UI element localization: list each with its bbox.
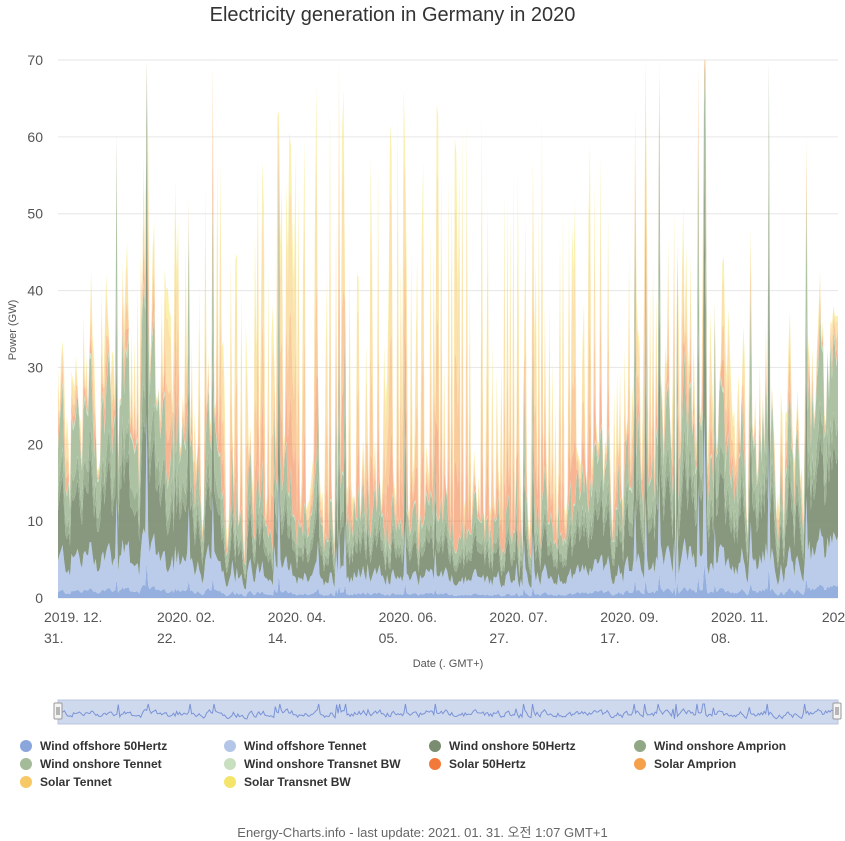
legend-color-dot — [634, 740, 646, 752]
legend-color-dot — [20, 758, 32, 770]
legend-item[interactable]: Wind onshore Tennet — [20, 757, 162, 771]
chart-area: 0 10 20 30 40 50 60 70 2019. 12. 31. 2020. 02. 22.… — [7, 52, 845, 725]
legend-color-dot — [20, 740, 32, 752]
svg-text:08.: 08. — [711, 630, 730, 646]
x-tick-label: 2020. 04. 14. — [268, 609, 326, 646]
series-layer — [58, 60, 838, 598]
svg-text:05.: 05. — [379, 630, 398, 646]
x-axis-ticks: 2019. 12.31.2020. 02.22.2020. 04.14.2020… — [44, 609, 845, 646]
svg-text:2020. 07.: 2020. 07. — [489, 609, 547, 625]
x-tick-label: 2019. 12. 31. — [44, 609, 102, 646]
series-area-8 — [58, 60, 838, 562]
x-tick-label: 2020. 06. 05. — [379, 609, 437, 646]
y-axis-title: Power (GW) — [7, 300, 19, 361]
range-navigator[interactable] — [53, 699, 842, 725]
legend-color-dot — [634, 758, 646, 770]
legend-label: Wind offshore 50Hertz — [40, 739, 168, 753]
y-tick-label: 20 — [27, 436, 43, 452]
legend-color-dot — [224, 740, 236, 752]
series-area-7 — [58, 60, 838, 563]
navigator-series-line — [59, 703, 837, 720]
legend-label: Wind offshore Tennet — [244, 739, 367, 753]
legend-item[interactable]: Wind offshore Tennet — [224, 739, 366, 753]
svg-text:2020. 04.: 2020. 04. — [268, 609, 326, 625]
svg-text:2019. 12.: 2019. 12. — [44, 609, 102, 625]
y-tick-label: 50 — [27, 206, 43, 222]
y-axis-ticks: 0 10 20 30 40 50 60 70 — [27, 52, 43, 606]
x-tick-label: 2020. 11. 08. — [711, 609, 768, 646]
legend-label: Wind onshore Amprion — [654, 739, 787, 753]
legend-label: Wind onshore 50Hertz — [449, 739, 576, 753]
legend-label: Solar 50Hertz — [449, 757, 526, 771]
x-tick-label: 2020. 09. 17. — [600, 609, 658, 646]
legend-color-dot — [429, 740, 441, 752]
legend-label: Wind onshore Transnet BW — [244, 757, 401, 771]
svg-text:2020. 09.: 2020. 09. — [600, 609, 658, 625]
x-tick-label: 2020. 02. 22. — [157, 609, 215, 646]
legend-item[interactable]: Solar 50Hertz — [429, 757, 526, 771]
y-tick-label: 40 — [27, 283, 43, 299]
svg-text:2020. 02.: 2020. 02. — [157, 609, 215, 625]
legend-item[interactable]: Solar Transnet BW — [224, 775, 351, 789]
legend-color-dot — [224, 776, 236, 788]
series-area-0 — [58, 562, 838, 598]
legend-item[interactable]: Solar Amprion — [634, 757, 736, 771]
y-tick-label: 70 — [27, 52, 43, 68]
legend-label: Solar Tennet — [40, 775, 112, 789]
x-tick-label: 2020... — [822, 609, 845, 625]
legend-item[interactable]: Wind onshore Amprion — [634, 739, 786, 753]
legend-color-dot — [429, 758, 441, 770]
legend-color-dot — [20, 776, 32, 788]
legend-item[interactable]: Wind onshore Transnet BW — [224, 757, 401, 771]
series-area-2 — [58, 130, 838, 590]
legend-item[interactable]: Wind onshore 50Hertz — [429, 739, 576, 753]
svg-text:2020. 06.: 2020. 06. — [379, 609, 437, 625]
legend-label: Wind onshore Tennet — [40, 757, 162, 771]
y-tick-label: 30 — [27, 359, 43, 375]
x-axis-title: Date (. GMT+) — [413, 658, 484, 670]
navigator-right-handle[interactable] — [832, 702, 842, 720]
y-tick-label: 0 — [35, 590, 43, 606]
svg-text:27.: 27. — [489, 630, 508, 646]
svg-text:2020. 11.: 2020. 11. — [711, 609, 768, 625]
y-tick-label: 60 — [27, 129, 43, 145]
series-area-1 — [58, 413, 838, 597]
svg-text:17.: 17. — [600, 630, 619, 646]
x-tick-label: 2020. 07. 27. — [489, 609, 547, 646]
svg-text:22.: 22. — [157, 630, 176, 646]
legend-item[interactable]: Wind offshore 50Hertz — [20, 739, 167, 753]
svg-text:14.: 14. — [268, 630, 287, 646]
y-tick-label: 10 — [27, 513, 43, 529]
svg-text:2020...: 2020... — [822, 609, 845, 625]
legend-color-dot — [224, 758, 236, 770]
legend-label: Solar Transnet BW — [244, 775, 351, 789]
chart-title: Electricity generation in Germany in 202… — [209, 4, 576, 26]
footer-credit: Energy-Charts.info - last update: 2021. … — [237, 825, 608, 840]
svg-text:31.: 31. — [44, 630, 63, 646]
legend-item[interactable]: Solar Tennet — [20, 775, 112, 789]
navigator-left-handle[interactable] — [53, 702, 63, 720]
legend-label: Solar Amprion — [654, 757, 737, 771]
